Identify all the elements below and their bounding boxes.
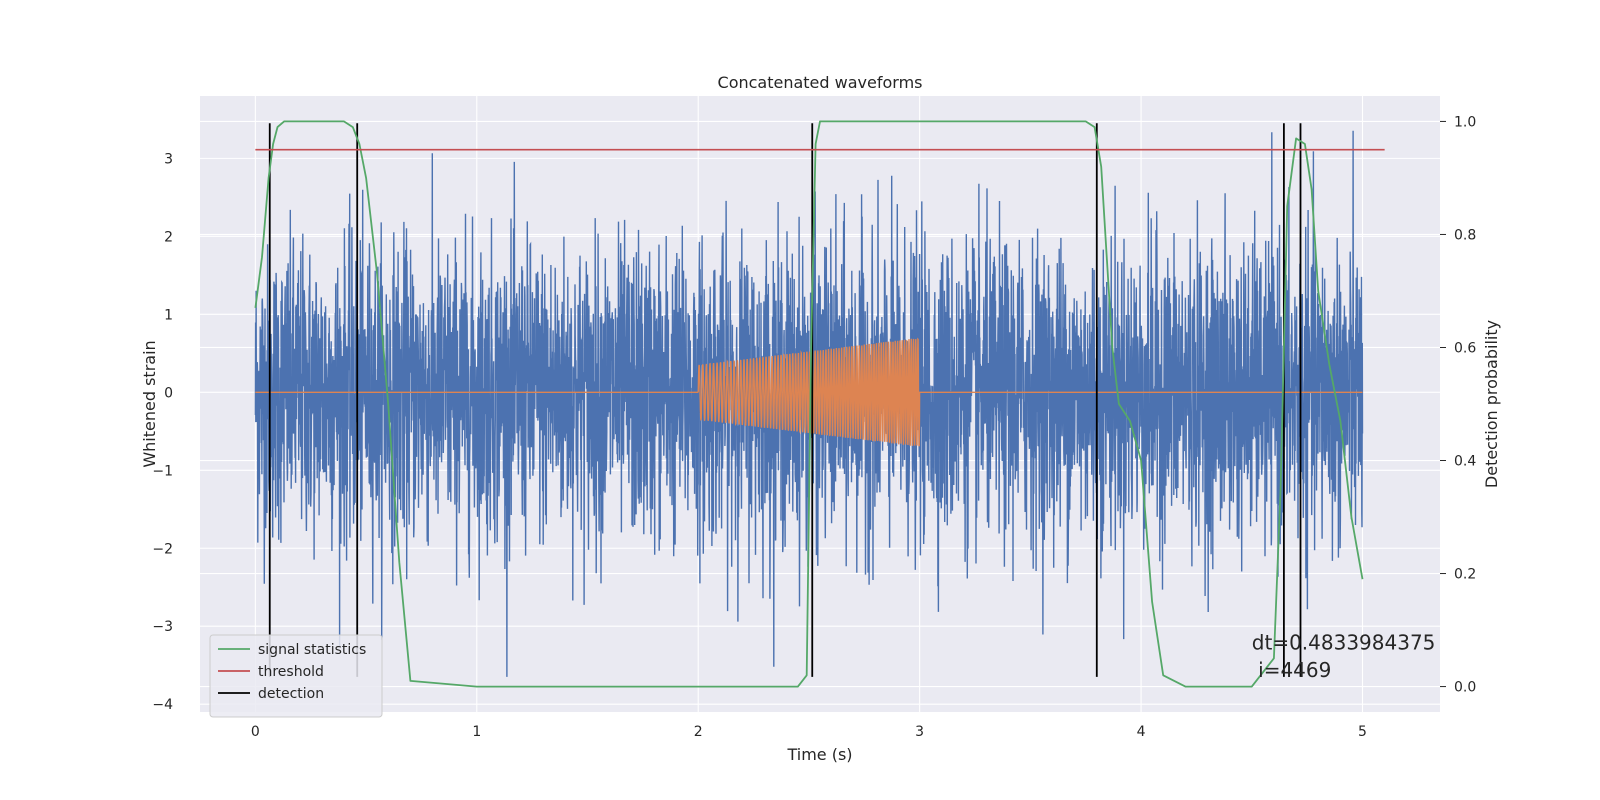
y2-axis: 0.0 0.2 0.4 0.6 0.8 1.0 (1440, 114, 1476, 696)
y-tick-label: −1 (152, 463, 173, 479)
y2-tick-label: 0.4 (1454, 454, 1476, 470)
x-tick-label: 0 (251, 724, 260, 740)
legend-label: detection (258, 686, 324, 702)
x-tick-label: 1 (472, 724, 481, 740)
x-tick-label: 2 (694, 724, 703, 740)
chart-title: Concatenated waveforms (718, 73, 923, 92)
y2-tick-label: 0.8 (1454, 227, 1476, 243)
x-tick-label: 4 (1137, 724, 1146, 740)
y2-tick-label: 1.0 (1454, 114, 1476, 130)
x-axis-label: Time (s) (786, 745, 852, 764)
y2-tick-label: 0.2 (1454, 567, 1476, 583)
y2-tick-label: 0.0 (1454, 680, 1476, 696)
signal-statistics-line (254, 120, 1364, 688)
y-tick-label: −4 (152, 697, 173, 713)
x-axis: 0 1 2 3 4 5 (251, 724, 1367, 740)
annotation-text: dt=0.4833984375 (1252, 631, 1436, 655)
y-tick-label: 3 (164, 151, 173, 167)
y-axis-label: Whitened strain (140, 340, 159, 467)
y-tick-label: −3 (152, 619, 173, 635)
legend-label: signal statistics (258, 642, 366, 658)
x-tick-label: 5 (1358, 724, 1367, 740)
y-tick-label: 2 (164, 229, 173, 245)
y-tick-label: 1 (164, 307, 173, 323)
plot-lines (254, 120, 1385, 688)
legend: signal statistics threshold detection (209, 634, 383, 718)
chirp-line (255, 337, 1363, 447)
y2-axis-label: Detection probability (1482, 320, 1501, 488)
y-axis: −4 −3 −2 −1 0 1 2 3 (152, 151, 173, 713)
x-tick-label: 3 (915, 724, 924, 740)
y-tick-label: 0 (164, 385, 173, 401)
legend-label: threshold (258, 664, 324, 680)
y2-tick-label: 0.6 (1454, 340, 1476, 356)
y-tick-label: −2 (152, 541, 173, 557)
annotations: dt=0.4833984375 i=4469 (1252, 631, 1436, 682)
legend-box (209, 634, 383, 718)
annotation-text: i=4469 (1252, 658, 1332, 682)
